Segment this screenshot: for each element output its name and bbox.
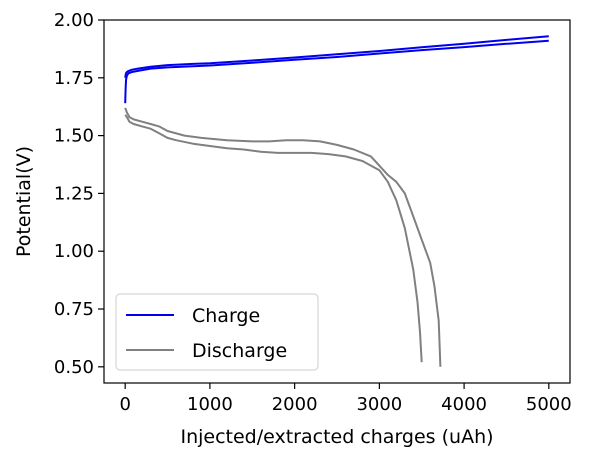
y-tick-label: 0.75: [54, 299, 94, 320]
axes-frame: [103, 19, 571, 384]
legend-label-charge: Charge: [192, 305, 260, 327]
y-tick-label: 1.75: [54, 68, 94, 89]
y-tick-label: 2.00: [54, 10, 94, 31]
x-tick-label: 4000: [441, 394, 487, 415]
x-tick-label: 3000: [356, 394, 402, 415]
y-axis-label: Potential(V): [13, 146, 35, 257]
discharge-curve: [124, 114, 423, 363]
x-axis-label: Injected/extracted charges (uAh): [180, 426, 493, 448]
x-tick-label: 0: [119, 394, 130, 415]
y-axis-ticks: 0.50 0.75 1.00 1.25 1.50 1.75 2.00: [54, 10, 104, 378]
y-tick-label: 1.25: [54, 183, 94, 204]
charge-curve: [124, 39, 549, 104]
x-tick-label: 2000: [272, 394, 318, 415]
legend-label-discharge: Discharge: [192, 340, 287, 362]
y-tick-label: 0.50: [54, 357, 94, 378]
plot-lines: [124, 35, 549, 367]
x-tick-label: 5000: [526, 394, 572, 415]
y-tick-label: 1.00: [54, 241, 94, 262]
y-tick-label: 1.50: [54, 126, 94, 147]
x-axis-ticks: 0 1000 2000 3000 4000 5000: [119, 383, 572, 415]
discharge-curve: [124, 107, 442, 367]
legend: Charge Discharge: [115, 293, 319, 371]
charge-curve: [124, 35, 549, 78]
x-tick-label: 1000: [187, 394, 233, 415]
